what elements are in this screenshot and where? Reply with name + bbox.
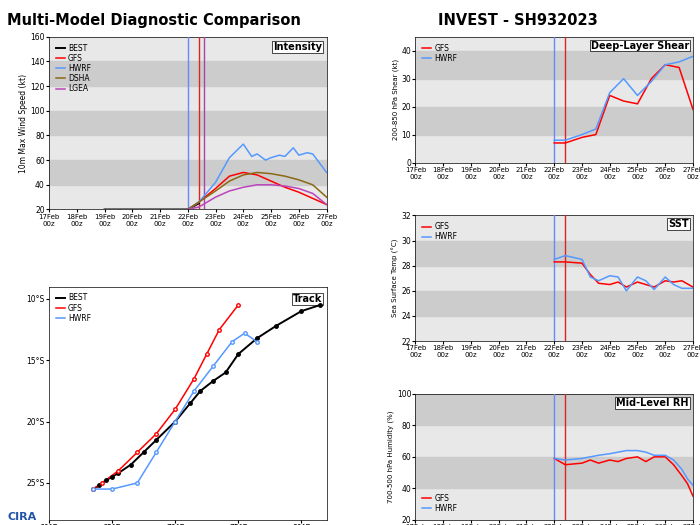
Text: Intensity: Intensity <box>274 42 323 52</box>
Bar <box>49 111 327 135</box>
Legend: GFS, HWRF: GFS, HWRF <box>419 491 461 516</box>
Y-axis label: 200-850 hPa Shear (kt): 200-850 hPa Shear (kt) <box>392 59 399 140</box>
Y-axis label: 10m Max Wind Speed (kt): 10m Max Wind Speed (kt) <box>19 74 27 173</box>
Text: Deep-Layer Shear: Deep-Layer Shear <box>591 40 689 50</box>
Bar <box>49 61 327 86</box>
Bar <box>415 394 693 425</box>
Legend: GFS, HWRF: GFS, HWRF <box>419 40 461 66</box>
Legend: BEST, GFS, HWRF: BEST, GFS, HWRF <box>52 290 94 326</box>
Y-axis label: 700-500 hPa Humidity (%): 700-500 hPa Humidity (%) <box>388 411 394 503</box>
Y-axis label: Sea Surface Temp (°C): Sea Surface Temp (°C) <box>391 239 399 318</box>
Text: SST: SST <box>668 219 689 229</box>
Legend: BEST, GFS, HWRF, DSHA, LGEA: BEST, GFS, HWRF, DSHA, LGEA <box>52 40 94 96</box>
Bar <box>49 160 327 185</box>
Bar <box>415 51 693 79</box>
Text: CIRA: CIRA <box>7 512 36 522</box>
Legend: GFS, HWRF: GFS, HWRF <box>419 219 461 245</box>
Bar <box>415 291 693 316</box>
Bar <box>415 107 693 134</box>
Text: Multi-Model Diagnostic Comparison: Multi-Model Diagnostic Comparison <box>7 13 301 28</box>
Text: Track: Track <box>293 293 323 303</box>
Text: INVEST - SH932023: INVEST - SH932023 <box>438 13 598 28</box>
Bar <box>415 457 693 488</box>
Text: Mid-Level RH: Mid-Level RH <box>616 398 689 408</box>
Bar <box>415 240 693 266</box>
